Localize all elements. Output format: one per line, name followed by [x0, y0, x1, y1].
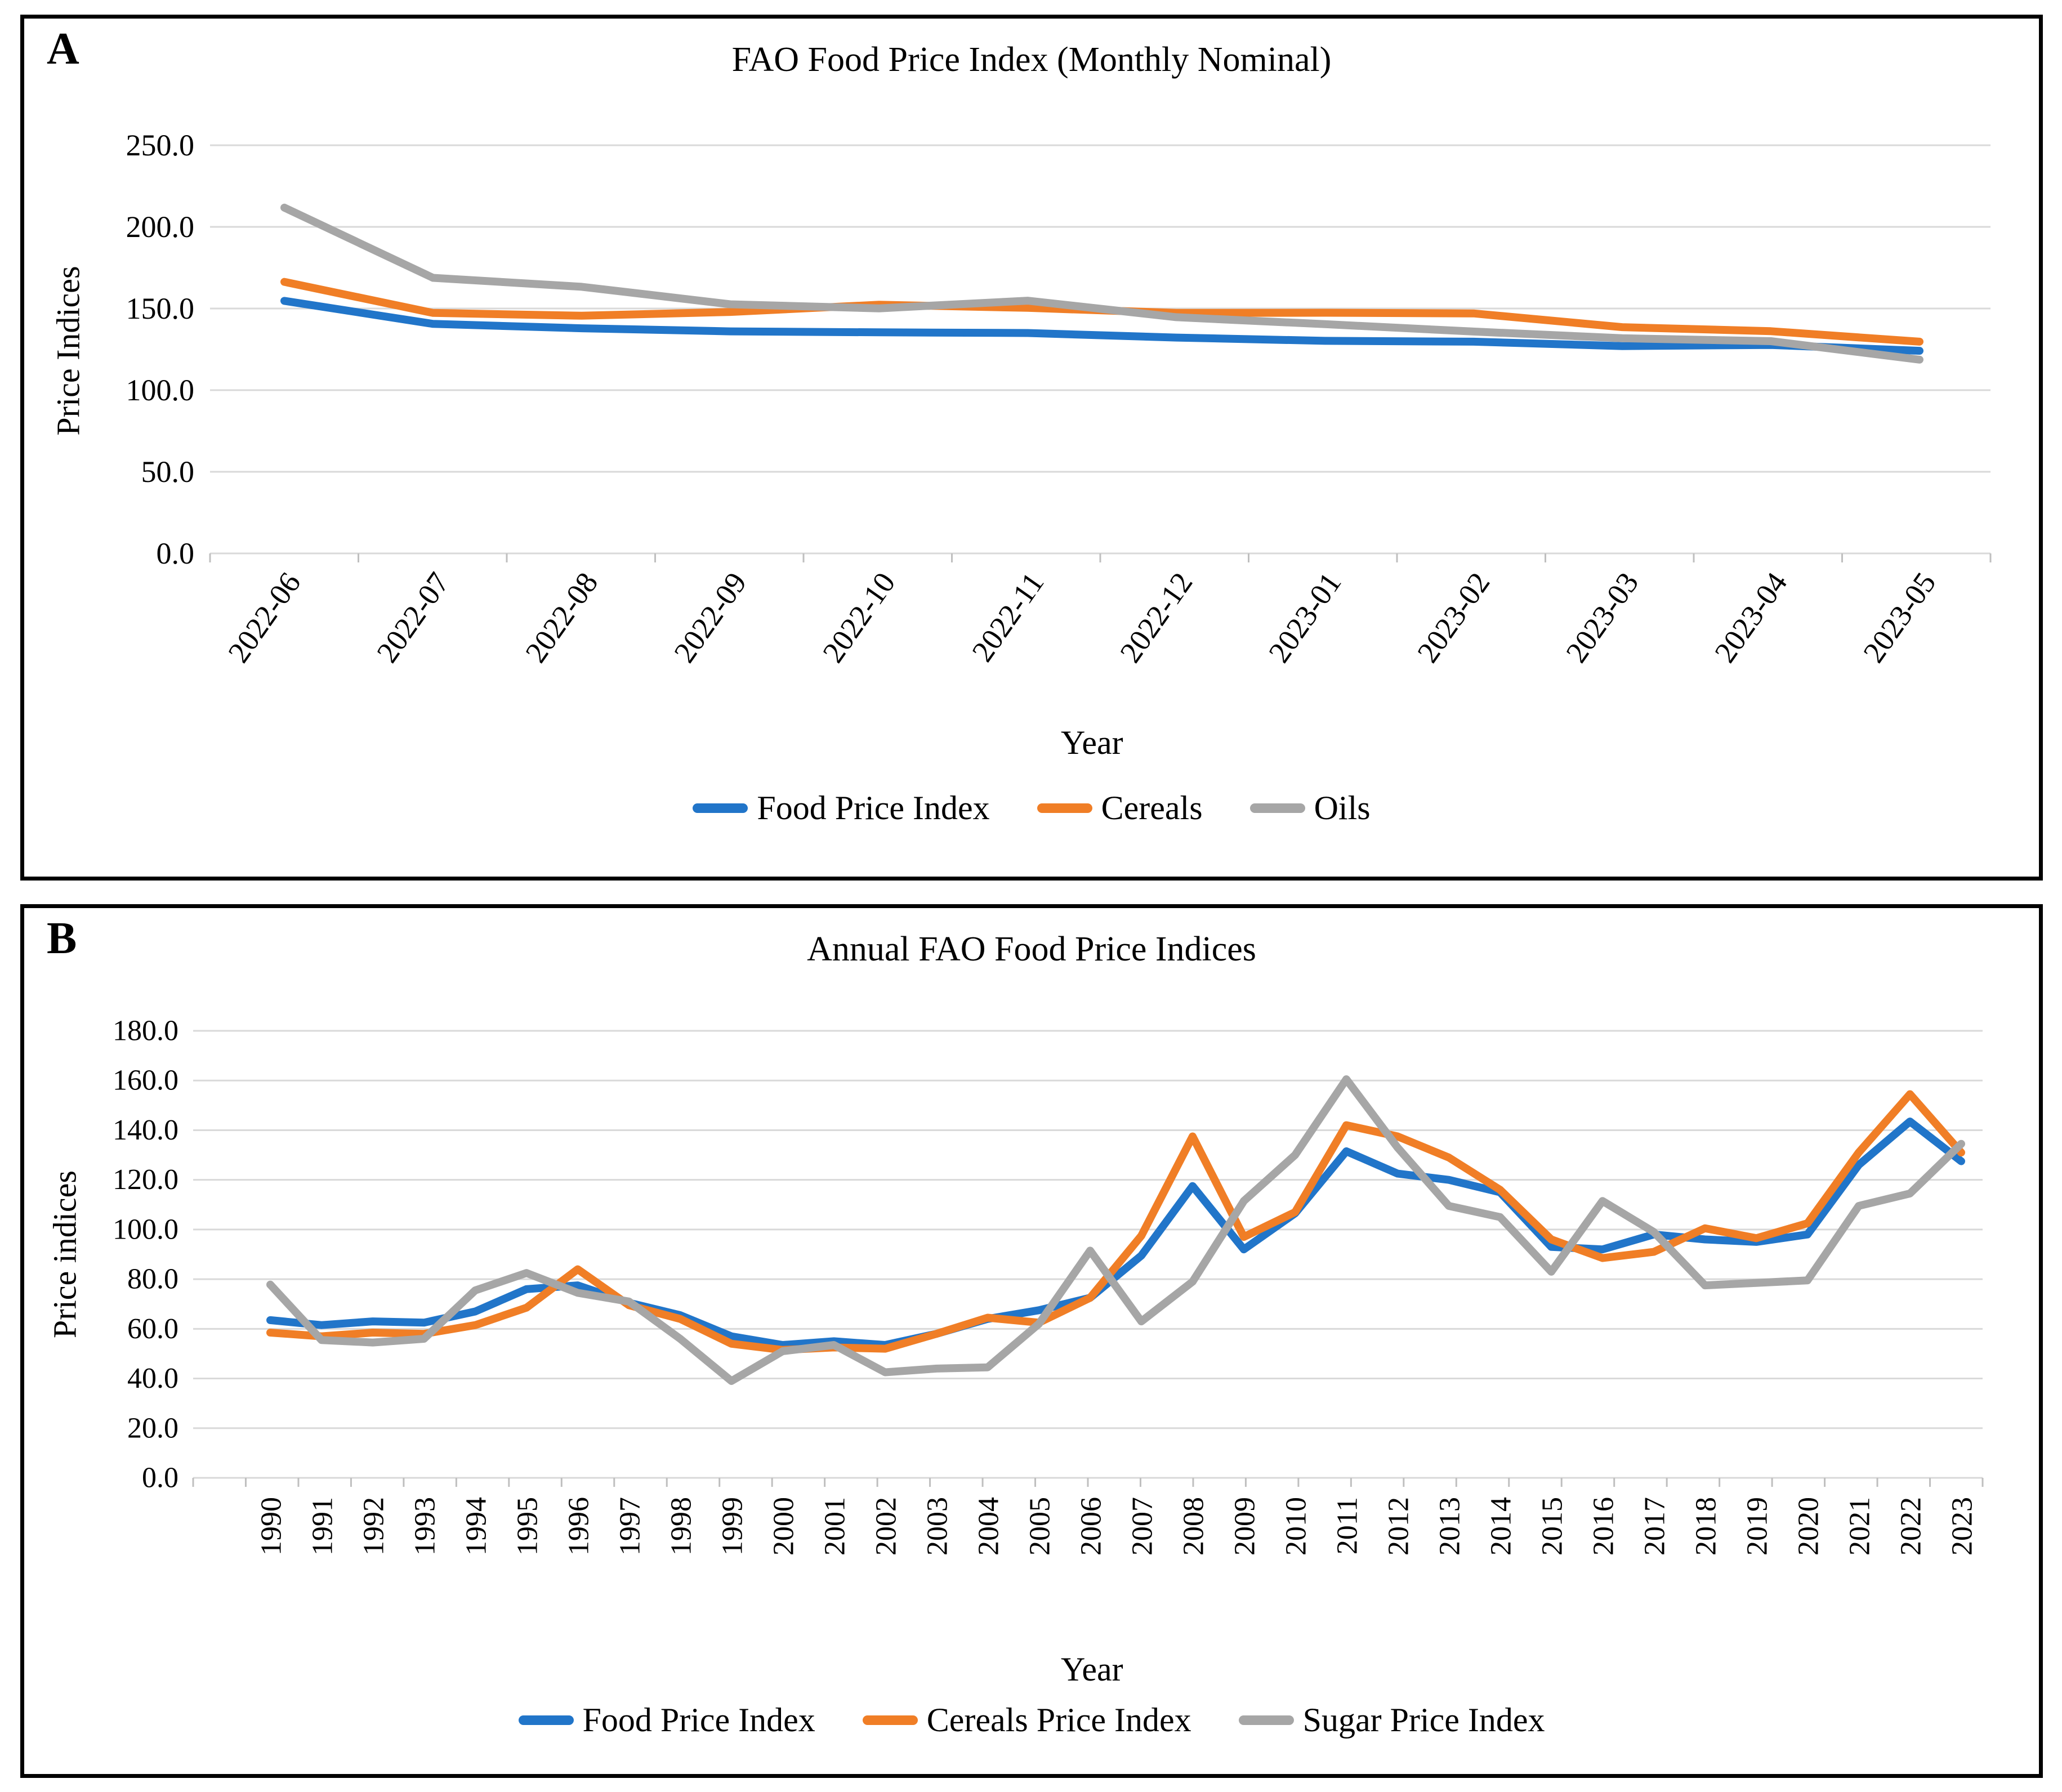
monthly-x-axis-title: Year [1061, 724, 1123, 761]
legend-label-sugar-price-index: Sugar Price Index [1302, 1701, 1545, 1739]
legend-swatch-food-price-index-annual [518, 1715, 574, 1725]
x-tick-label: 2023-03 [1559, 566, 1645, 669]
x-tick-label: 2009 [1229, 1497, 1261, 1556]
y-tick-label: 250.0 [126, 128, 195, 162]
x-tick-label: 2003 [922, 1497, 954, 1556]
legend-item-cereals-price-index: Cereals Price Index [862, 1701, 1191, 1740]
x-tick-label: 2022-06 [221, 566, 307, 669]
annual-chart-plot-area: 0.0 20.0 40.0 60.0 80.0 100.0 120.0 140.0 160.0 1… [113, 1015, 1984, 1556]
panel-a-label: A [47, 24, 79, 74]
legend-swatch-cereals-price-index [862, 1715, 918, 1725]
legend-item-food-price-index-annual: Food Price Index [518, 1701, 815, 1740]
series-line-sugar-price-index [266, 1075, 1965, 1385]
legend-item-food-price-index: Food Price Index [693, 789, 990, 828]
x-tick-label: 2017 [1639, 1497, 1671, 1556]
x-tick-label: 2002 [871, 1497, 903, 1556]
monthly-chart-legend: Food Price Index Cereals Oils [24, 789, 2039, 828]
y-tick-label: 100.0 [113, 1213, 178, 1245]
monthly-chart-title: FAO Food Price Index (Monthly Nominal) [731, 41, 1332, 79]
x-tick-label: 2006 [1075, 1497, 1108, 1556]
y-tick-label: 0.0 [142, 1462, 178, 1494]
x-tick-label: 2010 [1280, 1497, 1313, 1556]
y-tick-label: 160.0 [113, 1065, 178, 1097]
y-tick-label: 140.0 [113, 1114, 178, 1146]
x-tick-label: 2021 [1844, 1497, 1876, 1556]
legend-swatch-cereals [1037, 803, 1092, 813]
x-tick-label: 2012 [1383, 1497, 1415, 1556]
legend-swatch-food-price-index [693, 803, 748, 813]
x-tick-label: 2000 [768, 1497, 800, 1556]
panel-a: A FAO Food Price Index (Monthly Nominal)… [20, 15, 2043, 881]
x-tick-label: 1991 [307, 1497, 339, 1556]
legend-item-oils: Oils [1249, 789, 1371, 828]
x-tick-label: 2018 [1690, 1497, 1722, 1556]
x-tick-label: 2022-10 [816, 566, 901, 669]
monthly-chart-plot-area: 0.0 50.0 100.0 150.0 200.0 250.0 2022-06 2022-0… [126, 128, 1992, 669]
y-tick-label: 200.0 [126, 210, 195, 244]
y-tick-label: 50.0 [141, 455, 195, 489]
x-tick-label: 2008 [1178, 1497, 1210, 1556]
y-tick-label: 80.0 [127, 1263, 178, 1295]
y-tick-label: 120.0 [113, 1164, 178, 1196]
annual-chart-title: Annual FAO Food Price Indices [807, 930, 1256, 968]
y-tick-label: 100.0 [126, 373, 195, 407]
x-tick-label: 2019 [1742, 1497, 1774, 1556]
y-tick-label: 0.0 [157, 537, 195, 570]
x-tick-label: 1998 [666, 1497, 698, 1556]
y-tick-label: 20.0 [127, 1412, 178, 1444]
x-tick-label: 2023 [1947, 1497, 1979, 1556]
x-tick-label: 2004 [973, 1497, 1005, 1556]
series-line-oils [280, 203, 1923, 364]
panel-b-label: B [47, 914, 77, 963]
legend-label-oils: Oils [1314, 789, 1371, 826]
x-tick-label: 2022-12 [1113, 566, 1199, 669]
x-tick-label: 2022-11 [965, 566, 1050, 668]
x-tick-label: 2005 [1024, 1497, 1056, 1556]
x-tick-label: 2022-08 [519, 566, 604, 669]
x-tick-label: 1999 [717, 1497, 749, 1556]
annual-chart-legend: Food Price Index Cereals Price Index Sug… [24, 1701, 2039, 1740]
legend-swatch-sugar-price-index [1238, 1715, 1294, 1725]
legend-swatch-oils [1249, 803, 1305, 813]
x-tick-label: 1994 [461, 1497, 493, 1556]
legend-item-sugar-price-index: Sugar Price Index [1238, 1701, 1545, 1740]
x-tick-label: 2001 [819, 1497, 851, 1556]
x-tick-label: 2007 [1127, 1497, 1159, 1556]
legend-item-cereals: Cereals [1037, 789, 1203, 828]
x-tick-label: 2016 [1588, 1497, 1620, 1556]
x-tick-label: 2022-09 [667, 566, 753, 669]
x-tick-label: 1996 [563, 1497, 595, 1556]
x-tick-label: 2023-04 [1708, 566, 1793, 669]
panel-b: B Annual FAO Food Price Indices Price in… [20, 904, 2043, 1778]
y-tick-label: 180.0 [113, 1015, 178, 1047]
x-tick-label: 2022 [1895, 1497, 1927, 1556]
x-tick-label: 1995 [512, 1497, 544, 1556]
x-tick-label: 2022-07 [370, 566, 456, 669]
x-tick-label: 2014 [1485, 1497, 1518, 1556]
legend-label-food-price-index-annual: Food Price Index [582, 1701, 815, 1739]
x-tick-label: 2011 [1332, 1497, 1364, 1554]
legend-label-cereals: Cereals [1101, 789, 1203, 826]
x-tick-label: 2023-01 [1262, 566, 1347, 669]
x-tick-label: 2013 [1434, 1497, 1466, 1556]
y-tick-label: 150.0 [126, 292, 195, 325]
annual-x-axis-title: Year [1061, 1651, 1123, 1688]
legend-label-cereals-price-index: Cereals Price Index [926, 1701, 1191, 1739]
y-tick-label: 40.0 [127, 1362, 178, 1395]
x-tick-label: 2023-02 [1411, 566, 1496, 669]
x-tick-label: 2023-05 [1856, 566, 1942, 669]
series-line-cereals-price-index [266, 1090, 1965, 1354]
x-tick-label: 2015 [1537, 1497, 1569, 1556]
y-tick-label: 60.0 [127, 1313, 178, 1345]
x-tick-label: 1990 [256, 1497, 288, 1556]
series-line-food-price-index [280, 297, 1923, 355]
x-tick-label: 1993 [409, 1497, 441, 1556]
legend-label-food-price-index: Food Price Index [757, 789, 990, 826]
x-tick-label: 1992 [358, 1497, 390, 1556]
x-tick-label: 1997 [614, 1497, 646, 1556]
x-tick-label: 2020 [1793, 1497, 1825, 1556]
